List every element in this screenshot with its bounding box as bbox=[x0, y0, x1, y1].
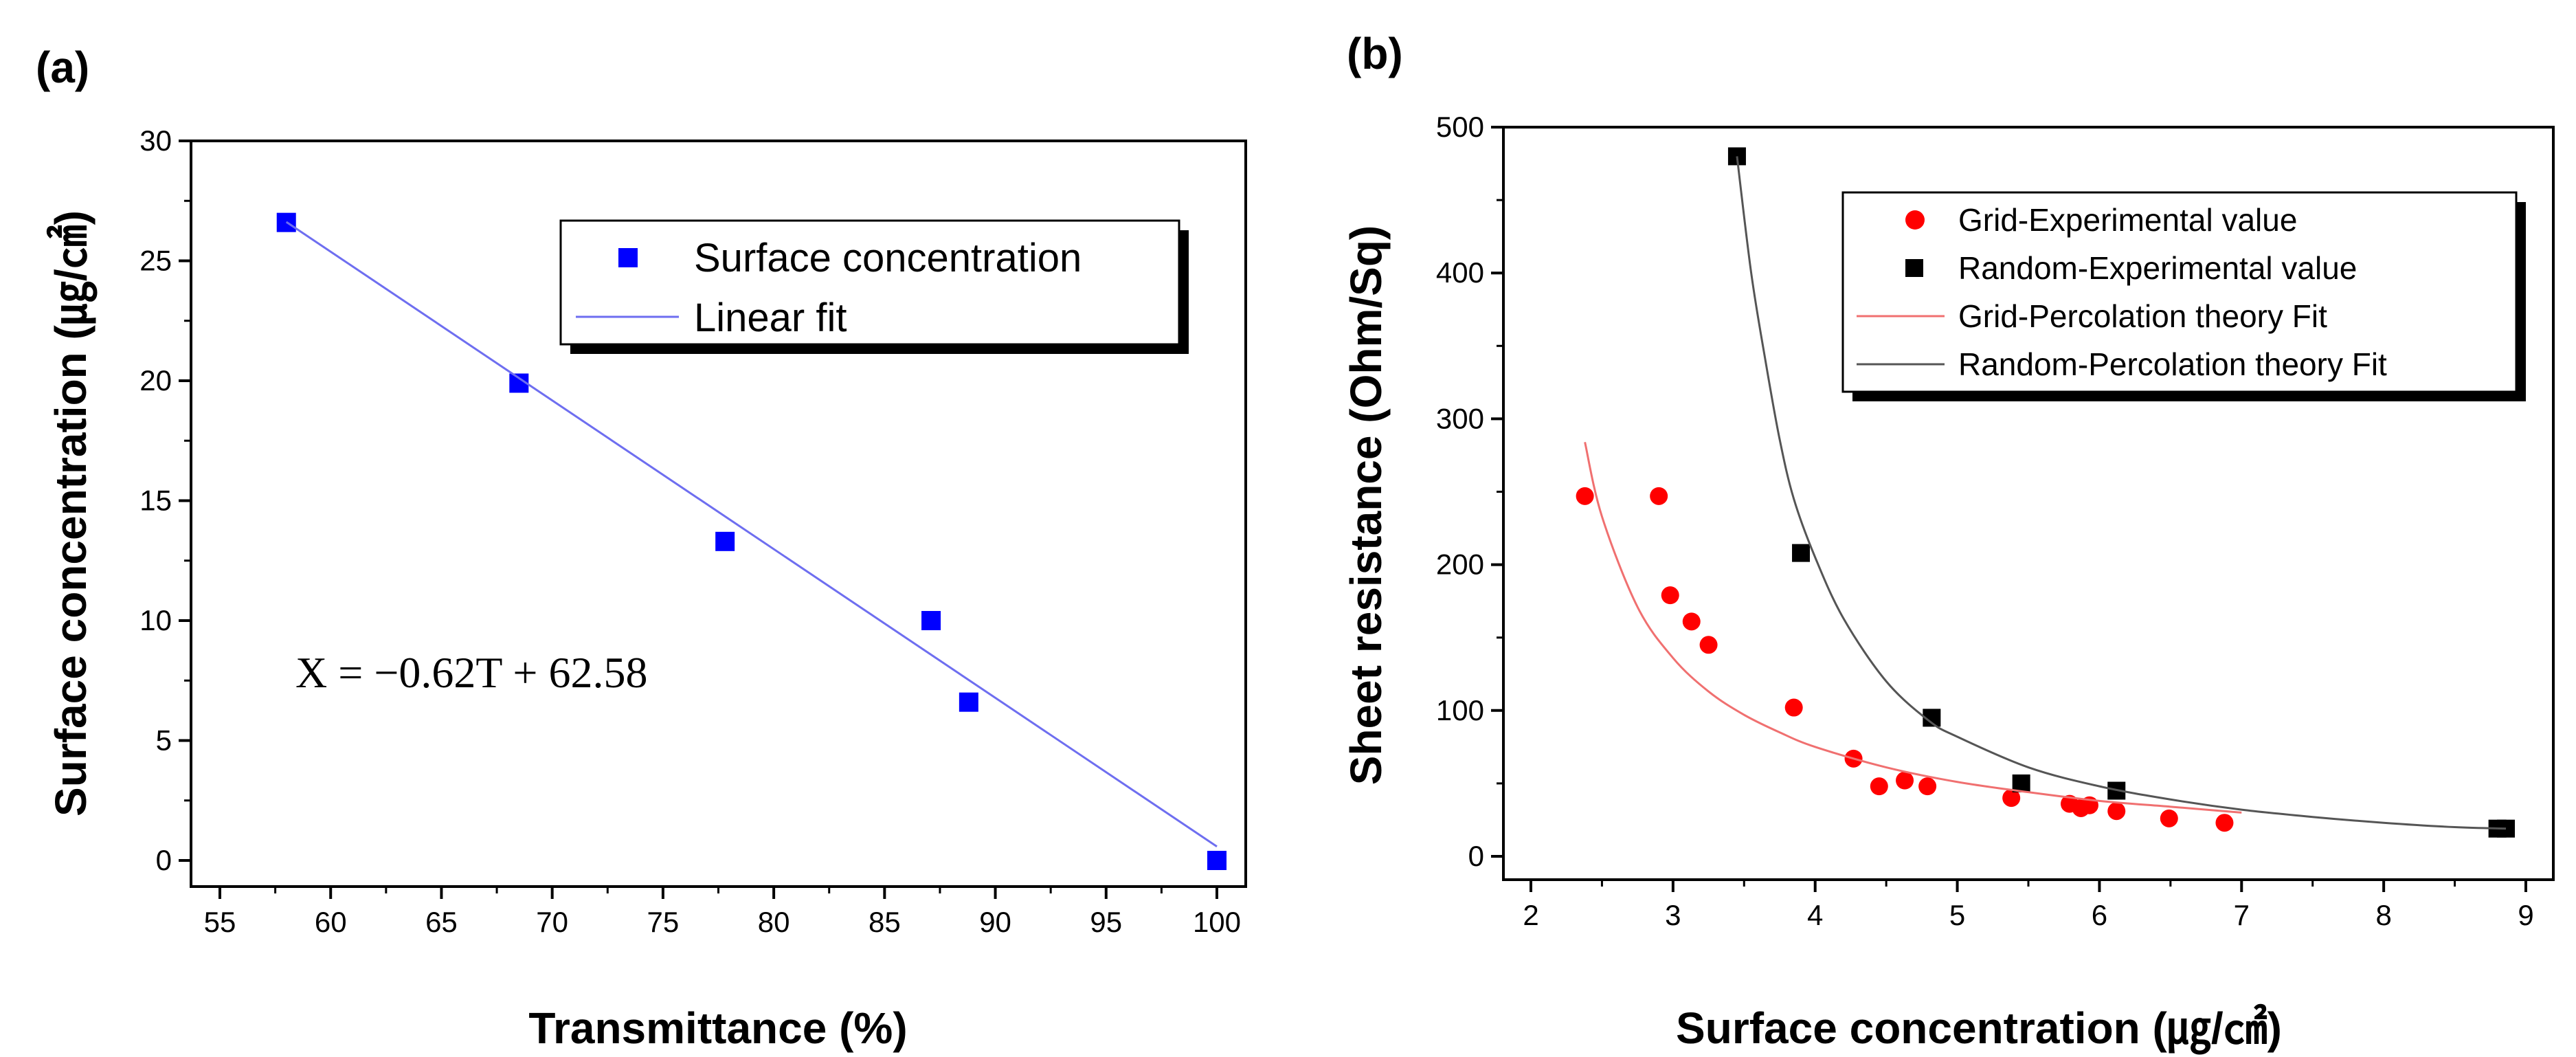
legend-box bbox=[559, 219, 1180, 346]
panel-b-label: (b) bbox=[1347, 29, 1403, 78]
x-tick-label: 7 bbox=[2234, 899, 2250, 931]
panel-a: (a) 55 60 65 70 75 80 85 90 95 100 0 5 10 15 20 25 30 X … bbox=[36, 43, 1247, 1053]
legend-marker-square bbox=[618, 248, 638, 267]
point-grid-experimental-value bbox=[1896, 771, 1914, 790]
y-tick-label: 300 bbox=[1436, 402, 1484, 434]
series-random-percolation-theory-fit bbox=[1736, 156, 2507, 830]
y-tick-label: 400 bbox=[1436, 256, 1484, 289]
x-tick-label: 80 bbox=[758, 906, 790, 938]
panel-b-legend: Grid-Experimental value Random-Experimen… bbox=[1841, 191, 2526, 401]
x-tick-label: 6 bbox=[2092, 899, 2107, 931]
y-tick-label: 25 bbox=[139, 245, 172, 277]
y-tick-label: 5 bbox=[156, 724, 172, 757]
legend-marker-red-circle bbox=[1905, 210, 1925, 230]
panel-a-equation: X = −0.62T + 62.58 bbox=[295, 648, 647, 697]
point-grid-experimental-value bbox=[2002, 789, 2021, 808]
legend-label-random-fit: Random-Percolation theory Fit bbox=[1958, 346, 2387, 382]
point-surface-concentration bbox=[1207, 851, 1227, 870]
x-tick-label: 2 bbox=[1523, 899, 1538, 931]
legend-label-surface-concentration: Surface concentration bbox=[694, 236, 1082, 280]
panel-a-xlabel: Transmittance (%) bbox=[528, 1003, 907, 1053]
x-tick-label: 55 bbox=[204, 906, 236, 938]
legend-label-linear-fit: Linear fit bbox=[694, 296, 847, 340]
series-linear-fit bbox=[285, 221, 1218, 848]
point-surface-concentration bbox=[715, 531, 735, 551]
series-grid-percolation-theory-fit bbox=[1584, 442, 2242, 814]
panel-a-ylabel: Surface concentration (㎍/㎠) bbox=[46, 210, 98, 816]
x-tick-label: 100 bbox=[1193, 906, 1241, 938]
y-tick-label: 500 bbox=[1436, 111, 1484, 143]
legend-marker-black-square bbox=[1905, 259, 1923, 277]
x-tick-label: 85 bbox=[869, 906, 901, 938]
legend-label-random-experimental: Random-Experimental value bbox=[1958, 250, 2357, 286]
point-grid-experimental-value bbox=[1918, 777, 1937, 796]
point-random-experimental-value bbox=[2012, 774, 2030, 792]
legend-box bbox=[1841, 191, 2518, 393]
panel-a-label: (a) bbox=[36, 43, 89, 92]
point-grid-experimental-value bbox=[1682, 612, 1701, 631]
y-tick-label: 100 bbox=[1436, 694, 1484, 726]
x-tick-label: 60 bbox=[315, 906, 347, 938]
point-grid-experimental-value bbox=[1784, 698, 1803, 717]
x-tick-label: 5 bbox=[1949, 899, 1965, 931]
x-tick-label: 65 bbox=[425, 906, 458, 938]
y-tick-label: 0 bbox=[1468, 840, 1484, 872]
legend-label-grid-experimental: Grid-Experimental value bbox=[1958, 202, 2297, 238]
point-grid-experimental-value bbox=[1699, 636, 1718, 654]
panel-b-ylabel: Sheet resistance (Ohm/Sq) bbox=[1341, 225, 1391, 785]
point-grid-experimental-value bbox=[2215, 814, 2234, 832]
panel-b: (b) 2 3 4 5 6 7 8 9 0 100 200 300 400 500 Grid-Experi… bbox=[1341, 29, 2555, 1055]
x-tick-label: 4 bbox=[1807, 899, 1823, 931]
point-grid-experimental-value bbox=[1650, 487, 1668, 505]
point-grid-experimental-value bbox=[2160, 809, 2178, 827]
y-tick-label: 30 bbox=[139, 124, 172, 157]
y-tick-label: 200 bbox=[1436, 548, 1484, 581]
y-tick-label: 20 bbox=[139, 364, 172, 397]
point-surface-concentration bbox=[959, 692, 978, 712]
legend-label-grid-fit: Grid-Percolation theory Fit bbox=[1958, 298, 2327, 334]
panel-b-xlabel: Surface concentration (㎍/㎠) bbox=[1676, 1003, 2282, 1055]
point-grid-experimental-value bbox=[1870, 777, 1888, 796]
point-random-experimental-value bbox=[1792, 544, 1811, 562]
x-tick-label: 70 bbox=[536, 906, 568, 938]
x-tick-label: 9 bbox=[2518, 899, 2533, 931]
x-tick-label: 90 bbox=[979, 906, 1011, 938]
y-tick-label: 10 bbox=[139, 604, 172, 636]
panel-a-legend: Surface concentration Linear fit bbox=[559, 219, 1189, 354]
x-tick-label: 8 bbox=[2375, 899, 2391, 931]
x-tick-label: 75 bbox=[647, 906, 680, 938]
y-tick-label: 15 bbox=[139, 485, 172, 517]
point-grid-experimental-value bbox=[1661, 586, 1679, 605]
y-tick-label: 0 bbox=[156, 844, 172, 876]
point-grid-experimental-value bbox=[1576, 487, 1594, 505]
x-tick-label: 3 bbox=[1665, 899, 1681, 931]
point-grid-experimental-value bbox=[2107, 802, 2126, 821]
x-tick-label: 95 bbox=[1090, 906, 1122, 938]
point-surface-concentration bbox=[921, 611, 941, 630]
